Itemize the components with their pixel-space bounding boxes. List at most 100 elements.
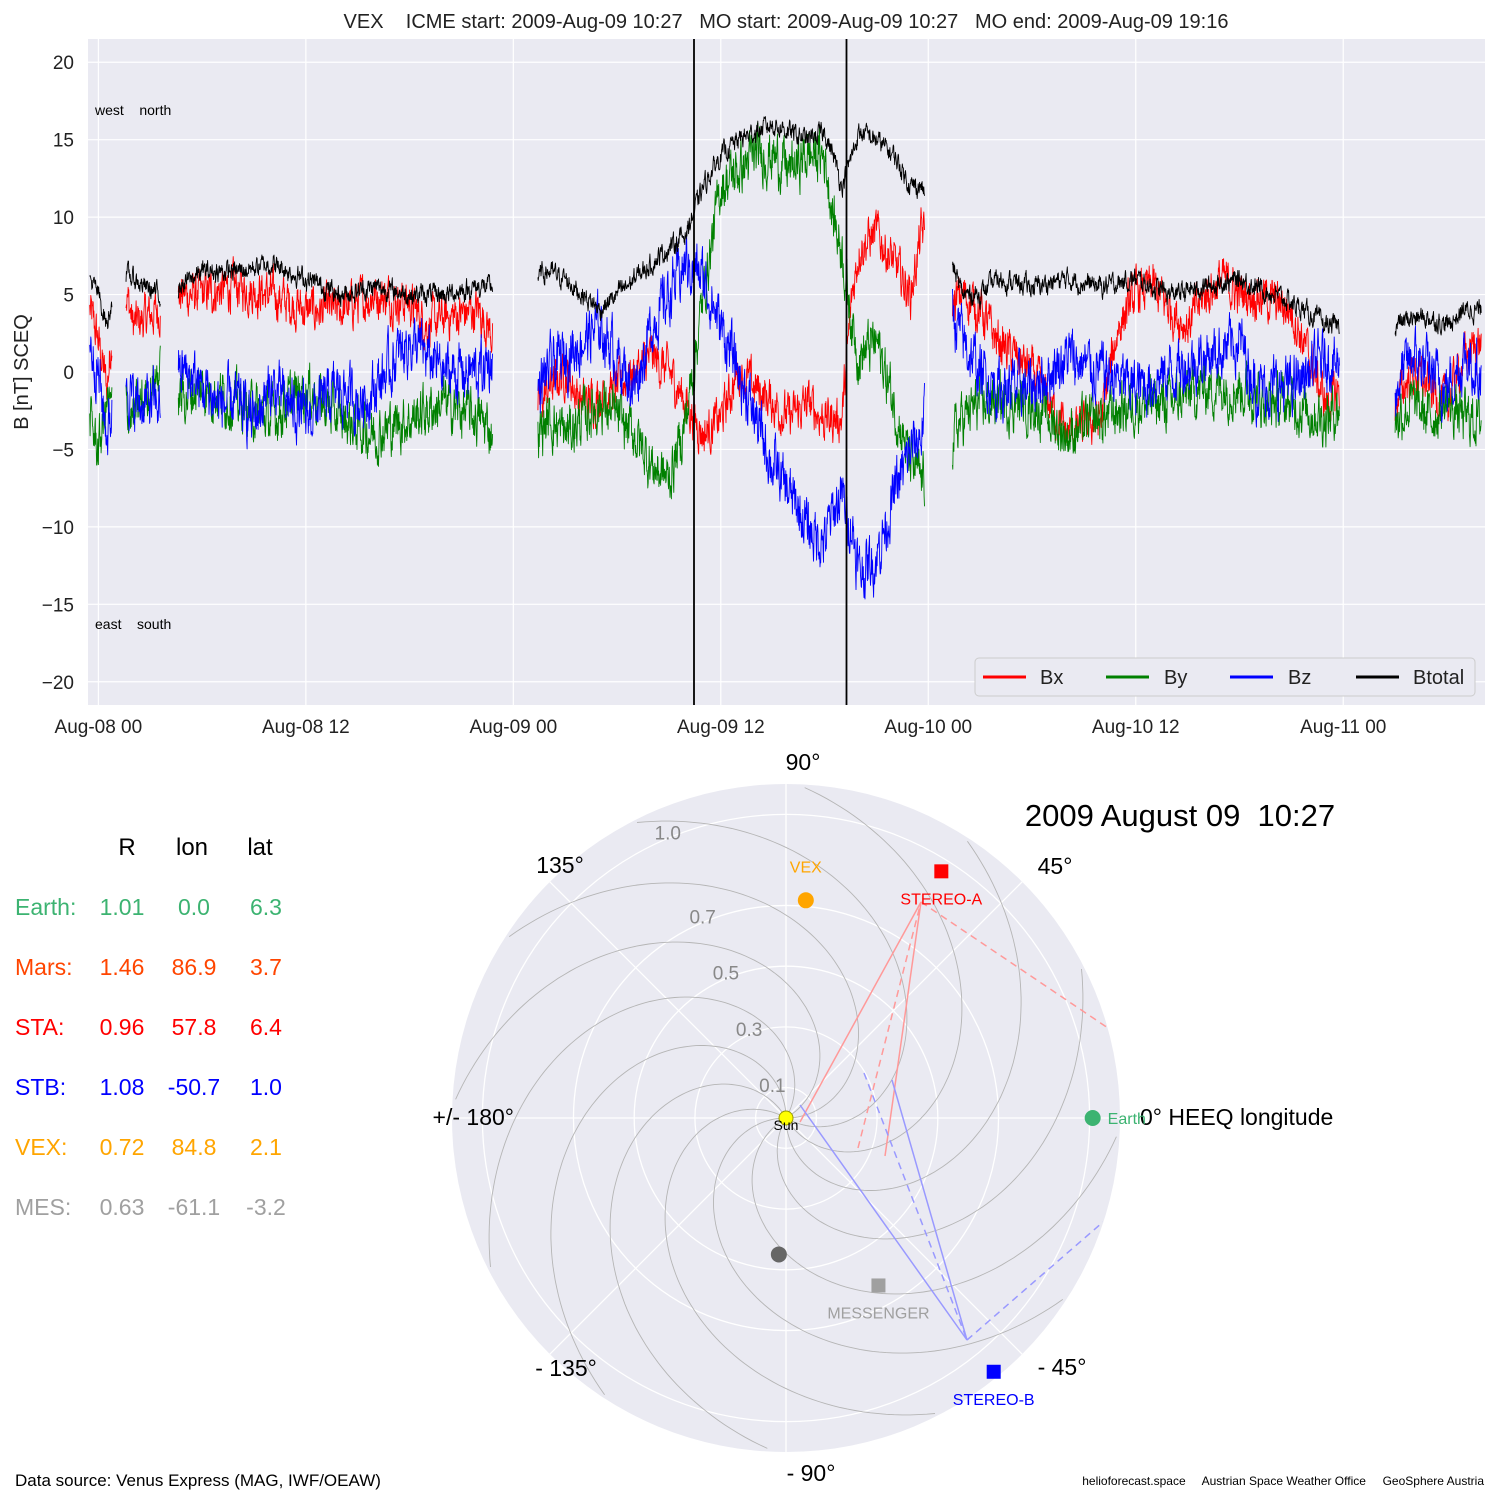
legend-label-bx: Bx (1040, 667, 1063, 689)
table-cell-lat: 6.4 (250, 1014, 282, 1040)
mercury-marker (770, 1246, 787, 1263)
chart-title: VEX ICME start: 2009-Aug-09 10:27 MO sta… (344, 11, 1229, 33)
radial-tick-label: 0.3 (736, 1020, 762, 1041)
table-cell-r: 0.96 (100, 1014, 145, 1040)
table-cell-lat: 6.3 (250, 894, 282, 920)
polar-date-title: 2009 August 09 10:27 (1025, 798, 1335, 833)
parker-spiral (664, 1108, 936, 1416)
table-header-r: R (118, 834, 135, 861)
y-tick-label: 15 (53, 131, 74, 152)
y-tick-label: 5 (63, 286, 74, 307)
vex-label: VEX (790, 859, 822, 876)
table-cell-name: Earth: (15, 894, 76, 920)
table-row: Mars: 1.46 86.9 3.7 (15, 954, 282, 980)
sun-icon (778, 1110, 794, 1126)
x-tick-label: Aug-10 00 (884, 717, 972, 738)
sun-marker: Sun (774, 1110, 798, 1133)
legend-label-bz: Bz (1288, 667, 1311, 689)
table-cell-lon: -61.1 (168, 1194, 220, 1220)
table-row: Earth: 1.01 0.0 6.3 (15, 894, 282, 920)
legend-box (974, 657, 1476, 697)
table-cell-lat: 1.0 (250, 1074, 282, 1100)
corner-label-east-south: east south (95, 616, 171, 632)
y-tick-label: −10 (42, 518, 74, 539)
earth-label: Earth (1108, 1111, 1146, 1128)
body-earth: Earth (1084, 1110, 1146, 1128)
x-tick-label: Aug-08 12 (262, 717, 350, 738)
table-cell-lon: 0.0 (178, 894, 210, 920)
polar-angle-labels: 90° 45° 0° HEEQ longitude - 45° - 90° - 135° +… (433, 749, 1334, 1486)
table-cell-lon: 86.9 (172, 954, 217, 980)
table-cell-name: STA: (15, 1014, 64, 1040)
polar-radial-labels: 0.1 0.3 0.5 0.7 1.0 (655, 823, 786, 1096)
stereo-b-label: STEREO-B (953, 1392, 1035, 1409)
parker-spiral (609, 1083, 787, 1449)
body-stereo-b: STEREO-B (953, 1364, 1035, 1409)
parker-spiral (751, 1117, 1117, 1295)
angular-gridline (549, 1117, 787, 1355)
stereo-a-fov-line (920, 901, 1109, 1029)
radial-tick-label: 0.1 (759, 1076, 785, 1097)
table-cell-lon: 84.8 (172, 1134, 217, 1160)
legend-item-bx: Bx (983, 667, 1063, 689)
table-cell-lat: 3.7 (250, 954, 282, 980)
y-tick-label: −15 (42, 595, 74, 616)
messenger-label: MESSENGER (827, 1305, 929, 1322)
table-row: STB: 1.08 -50.7 1.0 (15, 1074, 282, 1100)
parker-spiral (785, 840, 1022, 1191)
fov-lines (799, 901, 1109, 1341)
x-tick-label: Aug-11 00 (1300, 717, 1386, 738)
table-cell-lat: -3.2 (246, 1194, 286, 1220)
table-cell-lon: -50.7 (168, 1074, 220, 1100)
table-cell-r: 1.46 (100, 954, 145, 980)
legend-item-btotal: Btotal (1356, 667, 1464, 689)
table-cell-r: 0.72 (100, 1134, 145, 1160)
table-row: MES: 0.63 -61.1 -3.2 (15, 1194, 286, 1220)
table-cell-name: VEX: (15, 1134, 67, 1160)
body-vex: VEX (790, 859, 822, 909)
legend-item-bz: Bz (1230, 667, 1311, 689)
positions-table: R lon lat Earth: 1.01 0.0 6.3 Mars: 1.46 86.9 3… (15, 834, 286, 1220)
stereo-b-fov-line (799, 1104, 968, 1341)
radial-tick-label: 1.0 (655, 823, 681, 844)
legend-label-by: By (1164, 667, 1187, 689)
parker-spirals (455, 787, 1117, 1449)
angular-gridline (785, 881, 1023, 1119)
table-cell-lon: 57.8 (172, 1014, 217, 1040)
angle-label: - 135° (535, 1355, 597, 1381)
parker-spiral (488, 996, 796, 1268)
table-header-lat: lat (247, 834, 273, 861)
stereo-a-fov-line (884, 901, 922, 1157)
angle-label: 135° (536, 852, 584, 878)
y-tick-label: −5 (52, 440, 74, 461)
x-tick-label: Aug-08 00 (55, 717, 143, 738)
earth-marker (1084, 1110, 1101, 1126)
angle-label: 90° (786, 749, 821, 775)
x-tick-labels: Aug-08 00 Aug-08 12 Aug-09 00 Aug-09 12 Aug-… (55, 717, 1387, 738)
legend-item-by: By (1106, 667, 1187, 689)
y-axis-label: B [nT] SCEQ (11, 314, 33, 430)
table-cell-name: MES: (15, 1194, 71, 1220)
angle-label: 0° HEEQ longitude (1140, 1104, 1333, 1130)
y-tick-label: 20 (53, 53, 74, 74)
table-rows: Earth: 1.01 0.0 6.3 Mars: 1.46 86.9 3.7 STA: 0.96… (15, 894, 286, 1220)
stereo-b-fov-line (966, 1221, 1104, 1341)
x-tick-label: Aug-09 00 (469, 717, 557, 738)
series-line-bx (89, 207, 1482, 455)
timeseries-markers (693, 39, 848, 705)
stereo-b-marker (986, 1364, 1001, 1379)
angle-label: - 45° (1038, 1354, 1087, 1380)
table-row: VEX: 0.72 84.8 2.1 (15, 1134, 282, 1160)
legend-label-btotal: Btotal (1413, 667, 1464, 689)
angle-label: +/- 180° (433, 1104, 514, 1130)
body-stereo-a: STEREO-A (900, 864, 983, 908)
y-tick-labels: 20 15 10 5 0 −5 −10 −15 −20 (42, 53, 74, 694)
angle-label: 45° (1038, 853, 1073, 879)
legend: Bx By Bz Btotal (974, 657, 1476, 697)
vex-marker (797, 892, 814, 909)
series-line-by (89, 122, 1482, 507)
parker-spiral (455, 941, 821, 1119)
corner-label-west-north: west north (94, 102, 171, 118)
table-row: STA: 0.96 57.8 6.4 (15, 1014, 282, 1040)
